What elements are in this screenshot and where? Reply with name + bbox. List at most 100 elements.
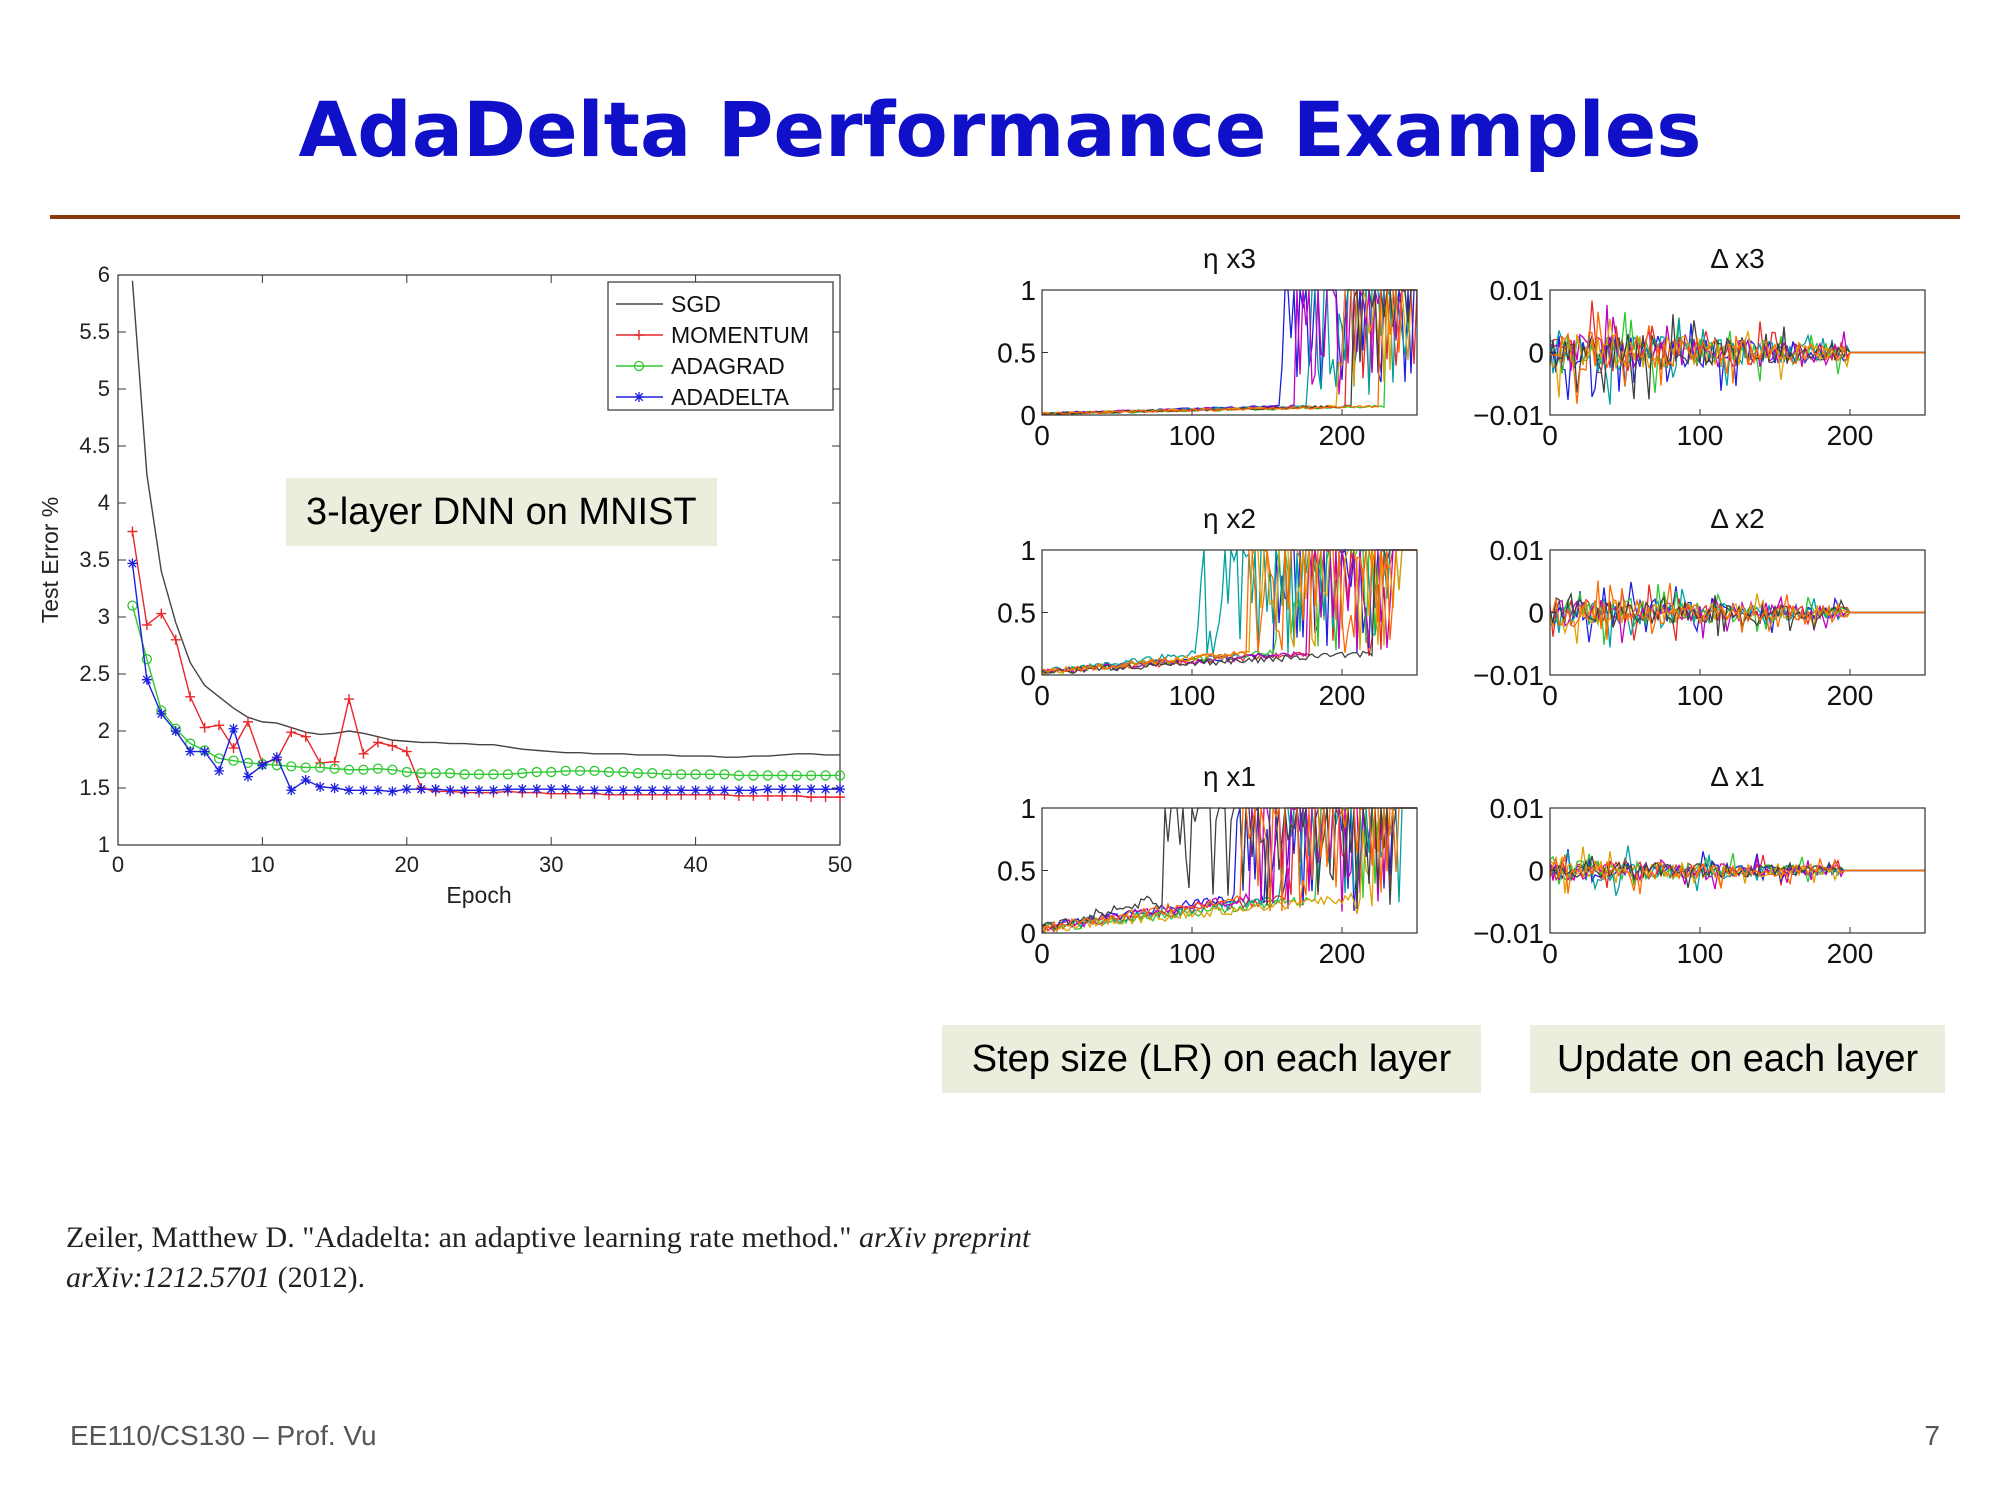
legend-label-adagrad: ADAGRAD bbox=[671, 353, 785, 379]
data-point bbox=[344, 785, 355, 796]
data-point bbox=[560, 765, 571, 777]
main-chart: 0 10 20 30 40 50 1 1.5 2 2.5 3 3.5 4 4.5 5 5.5 6 Epoch Tes… bbox=[37, 262, 852, 908]
data-point bbox=[141, 674, 152, 685]
data-point bbox=[329, 756, 340, 767]
data-point bbox=[835, 784, 845, 795]
data-point bbox=[546, 766, 557, 778]
data-point bbox=[502, 769, 514, 780]
y-tick-label: 2 bbox=[98, 718, 110, 743]
x-tick-label: 0 bbox=[112, 852, 124, 877]
subplot-title: Δ x3 bbox=[1710, 243, 1765, 274]
data-point bbox=[488, 785, 499, 796]
subplot-title: Δ x1 bbox=[1710, 761, 1765, 792]
data-point bbox=[618, 785, 629, 796]
data-point bbox=[805, 770, 817, 781]
data-point bbox=[791, 784, 802, 795]
data-point bbox=[459, 769, 470, 780]
data-point bbox=[560, 784, 571, 795]
data-point bbox=[156, 608, 167, 619]
page-number: 7 bbox=[1924, 1420, 1940, 1451]
y-tick-label: 0 bbox=[1020, 660, 1036, 691]
data-point bbox=[777, 770, 788, 781]
data-point bbox=[777, 784, 788, 795]
x-tick-label: 200 bbox=[1319, 420, 1366, 451]
traces bbox=[1549, 845, 1925, 896]
traces bbox=[1041, 548, 1417, 676]
citation: Zeiler, Matthew D. "Adadelta: an adaptiv… bbox=[66, 1218, 1066, 1298]
data-point bbox=[214, 765, 225, 776]
data-point bbox=[430, 784, 441, 795]
citation-authors: Zeiler, Matthew D. "Adadelta: an adaptiv… bbox=[66, 1221, 852, 1254]
subplot-title: η x3 bbox=[1203, 243, 1256, 274]
y-tick-label: 0.5 bbox=[997, 338, 1036, 369]
footer-course: EE110/CS130 – Prof. Vu bbox=[70, 1420, 377, 1451]
x-tick-label: 200 bbox=[1319, 680, 1366, 711]
data-point bbox=[343, 764, 355, 775]
legend-label-adadelta: ADADELTA bbox=[671, 384, 790, 410]
data-point bbox=[834, 770, 846, 781]
x-tick-label: 20 bbox=[395, 852, 419, 877]
legend-marker bbox=[634, 392, 644, 402]
trace bbox=[1041, 807, 1417, 935]
data-point bbox=[459, 785, 470, 796]
x-tick-label: 200 bbox=[1827, 420, 1874, 451]
data-point bbox=[762, 770, 773, 781]
series-adadelta bbox=[127, 558, 845, 797]
x-tick-label: 200 bbox=[1319, 938, 1366, 969]
y-tick-label: 3 bbox=[98, 604, 110, 629]
data-point bbox=[430, 768, 441, 779]
data-point bbox=[603, 766, 615, 778]
data-point bbox=[170, 634, 181, 645]
y-tick-label: 0.5 bbox=[997, 598, 1036, 629]
y-tick-label: 0.01 bbox=[1490, 535, 1545, 566]
trace bbox=[1041, 806, 1417, 933]
x-tick-label: 100 bbox=[1169, 420, 1216, 451]
x-tick-label: 100 bbox=[1677, 420, 1724, 451]
legend: SGD MOMENTUM ADAGRAD ADADELTA bbox=[607, 281, 834, 411]
data-point bbox=[170, 726, 181, 736]
data-point bbox=[387, 740, 398, 751]
data-point bbox=[372, 785, 383, 796]
x-tick-label: 40 bbox=[683, 852, 707, 877]
data-point bbox=[632, 785, 643, 796]
x-tick-label: 100 bbox=[1677, 680, 1724, 711]
data-point bbox=[618, 766, 629, 778]
trace bbox=[1549, 580, 1925, 640]
data-point bbox=[286, 761, 297, 772]
y-tick-label: −0.01 bbox=[1473, 918, 1544, 949]
data-point bbox=[762, 784, 773, 795]
data-point bbox=[185, 691, 196, 702]
data-point bbox=[820, 784, 831, 795]
data-point bbox=[141, 619, 152, 630]
data-point bbox=[257, 760, 268, 771]
data-point bbox=[358, 785, 369, 796]
data-point bbox=[329, 783, 340, 793]
y-axis-label: Test Error % bbox=[37, 497, 63, 624]
trace bbox=[1041, 549, 1417, 674]
data-point bbox=[661, 769, 672, 780]
title-divider bbox=[50, 215, 1960, 219]
data-point bbox=[127, 526, 138, 537]
y-tick-label: −0.01 bbox=[1473, 660, 1544, 691]
y-tick-label: 0.01 bbox=[1490, 275, 1545, 306]
data-point bbox=[329, 763, 340, 774]
data-point bbox=[444, 768, 456, 779]
y-tick-label: 5.5 bbox=[79, 319, 110, 344]
dnn-label: 3-layer DNN on MNIST bbox=[286, 478, 717, 546]
y-tick-label: −0.01 bbox=[1473, 400, 1544, 431]
data-point bbox=[474, 785, 484, 796]
data-point bbox=[199, 722, 210, 733]
data-point bbox=[704, 769, 716, 780]
y-tick-label: 4.5 bbox=[79, 433, 110, 458]
x-tick-label: 0 bbox=[1542, 420, 1558, 451]
y-tick-label: 2.5 bbox=[79, 661, 110, 686]
trace bbox=[1041, 549, 1417, 676]
subplot-title: η x2 bbox=[1203, 503, 1256, 534]
y-tick-label: 1.5 bbox=[79, 775, 110, 800]
y-tick-label: 1 bbox=[1020, 793, 1036, 824]
data-point bbox=[488, 769, 499, 780]
